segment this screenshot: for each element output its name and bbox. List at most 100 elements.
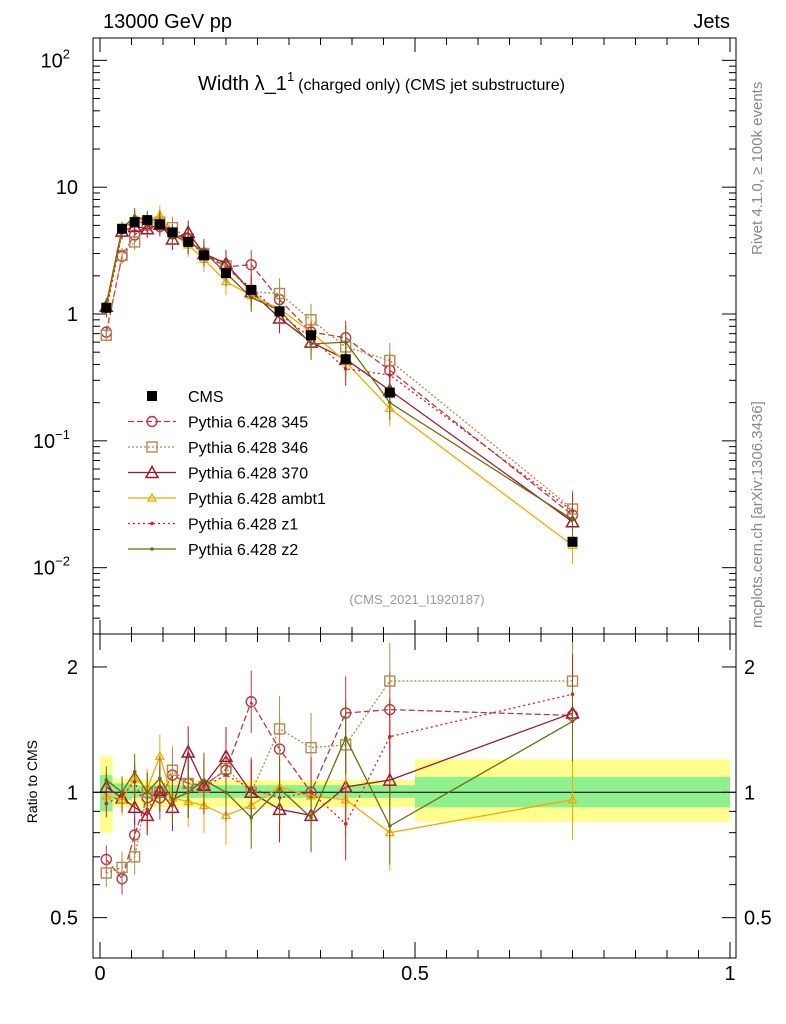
marker-square-filled: [567, 536, 578, 547]
legend-entry-p346: Pythia 6.428 346: [128, 440, 308, 457]
legend-entry-p345: Pythia 6.428 345: [128, 415, 308, 432]
main-y-tick-label: 10: [56, 177, 78, 199]
marker-dot: [104, 778, 109, 782]
marker-square-filled: [142, 215, 153, 226]
ratio-y-tick-label-right: 2: [744, 657, 755, 679]
marker-dot: [132, 214, 137, 219]
ratio-x-axis: 0 0.5 1: [94, 634, 736, 985]
marker-square-filled: [117, 223, 128, 234]
ratio-y-tick-label-right: 1: [744, 782, 755, 804]
main-y-tick-label: 10−2: [33, 554, 70, 580]
marker-square-filled: [198, 250, 209, 261]
series-ambt1: [101, 205, 578, 564]
ratio-x-tick-label: 1: [724, 963, 735, 985]
series-line-z2: [105, 215, 573, 521]
marker-dot: [249, 295, 253, 300]
ratio-uncertainty-bands: [93, 756, 736, 833]
marker-square-open: [146, 441, 158, 453]
marker-triangle-open: [127, 799, 142, 814]
marker-triangle-open: [144, 464, 160, 479]
ratio-series-group: [99, 641, 580, 895]
legend-entry-z2: Pythia 6.428 z2: [128, 542, 298, 559]
header-right: Jets: [693, 11, 730, 33]
main-y-tick-exp: −1: [55, 427, 70, 442]
legend: CMS Pythia 6.428 345 Pythia 6.428 346 Pythi…: [128, 389, 326, 559]
legend-label: Pythia 6.428 z2: [188, 542, 298, 559]
main-y-tick-label: 1: [67, 304, 78, 326]
marker-dot: [388, 824, 392, 828]
side-label-bottom: mcplots.cern.ch [arXiv:1306.3436]: [749, 401, 766, 628]
legend-entry-CMS: CMS: [147, 389, 224, 406]
ratio-y-label: Ratio to CMS: [24, 740, 40, 823]
ratio-series-z1: [104, 654, 575, 861]
marker-square-filled: [154, 219, 165, 230]
marker-circle-open: [245, 258, 257, 271]
ratio-x-tick-label: 0.5: [401, 963, 429, 985]
marker-dot: [309, 815, 313, 820]
series-z1: [104, 210, 575, 530]
marker-square-filled: [129, 217, 140, 228]
series-line-p370: [105, 223, 573, 523]
marker-dot: [309, 342, 313, 346]
main-y-tick-base: 10: [56, 177, 78, 199]
marker-dot: [343, 366, 348, 371]
marker-dot: [249, 815, 253, 820]
marker-dot: [224, 790, 228, 795]
header-left: 13000 GeV pp: [103, 11, 232, 33]
main-y-tick-base: 1: [67, 304, 78, 326]
marker-triangle-small: [146, 492, 158, 502]
main-y-tick-base: 10: [33, 431, 55, 453]
marker-square-filled: [274, 306, 285, 317]
marker-square-open: [100, 329, 113, 341]
series-line-p346: [105, 221, 573, 510]
marker-dot: [120, 790, 124, 795]
marker-square-filled: [101, 302, 112, 313]
ratio-x-tick-label: 0: [94, 963, 105, 985]
marker-square-open: [116, 861, 128, 874]
legend-label: Pythia 6.428 346: [188, 440, 308, 457]
series-line-ambt1: [105, 214, 573, 546]
analysis-watermark: (CMS_2021_I1920187): [349, 592, 484, 607]
legend-label: Pythia 6.428 345: [188, 415, 308, 432]
marker-dot: [277, 786, 282, 791]
marker-triangle-small: [567, 794, 578, 804]
series-z2: [104, 208, 575, 538]
ratio-y-tick-label: 1: [67, 782, 78, 804]
marker-dot: [186, 790, 190, 795]
marker-square-filled: [147, 391, 157, 401]
marker-dot: [343, 340, 348, 344]
marker-square-filled: [340, 354, 351, 365]
marker-triangle-open: [382, 772, 398, 786]
marker-square-open: [128, 851, 141, 863]
main-y-tick-base: 10: [33, 558, 55, 580]
main-y-tick-exp: 2: [63, 46, 70, 61]
marker-dot: [170, 797, 175, 802]
marker-square-filled: [183, 236, 194, 247]
marker-dot: [202, 778, 206, 782]
series-p370: [99, 214, 580, 541]
plot-title-sup: 1: [287, 69, 294, 84]
marker-square-open: [384, 675, 396, 687]
marker-dot: [388, 400, 392, 405]
legend-entry-ambt1: Pythia 6.428 ambt1: [128, 491, 326, 508]
marker-square-open: [128, 236, 141, 248]
ratio-y-tick-label: 2: [67, 657, 78, 679]
marker-square-filled: [384, 387, 395, 398]
plot-subtitle: (charged only) (CMS jet substructure): [298, 77, 565, 94]
ratio-y-tick-label-right: 0.5: [744, 908, 772, 930]
marker-dot: [104, 801, 109, 806]
series-p345: [100, 216, 579, 534]
series-line-z1: [105, 218, 573, 512]
marker-dot: [158, 776, 162, 781]
ratio-plot-panel: 0.5 0.5 1 1 2 2 0 0.5 1 Ratio to CMS: [24, 633, 772, 985]
marker-dot: [150, 521, 154, 526]
main-y-tick-label: 10−1: [33, 427, 70, 453]
side-label-top: Rivet 4.1.0, ≥ 100k events: [749, 82, 766, 255]
marker-dot: [388, 734, 392, 739]
plot-title: Width λ_11 (charged only) (CMS jet substr…: [198, 69, 565, 95]
marker-circle-open: [146, 415, 158, 428]
series-CMS: [101, 215, 578, 547]
